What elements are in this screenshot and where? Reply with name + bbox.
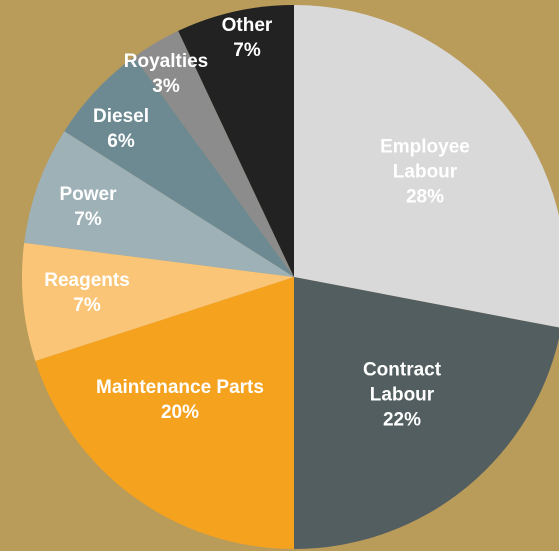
pie-slice — [134, 30, 294, 278]
pie-slice — [178, 4, 294, 277]
pie-slice — [294, 5, 559, 328]
category-label: Contract Labour — [362, 359, 442, 406]
category-label: Reagents — [44, 270, 130, 291]
slice-label: Power 7% — [38, 182, 138, 232]
category-label: Royalties — [123, 51, 209, 72]
category-label: Employee Labour — [380, 136, 470, 183]
category-label: Diesel — [93, 106, 149, 127]
value-label: 7% — [74, 209, 102, 230]
slice-label: Other 7% — [207, 13, 287, 63]
value-label: 7% — [73, 295, 101, 316]
slice-label: Maintenance Parts 20% — [55, 375, 305, 425]
value-label: 20% — [160, 402, 200, 423]
category-label: Power — [59, 184, 117, 205]
pie-slice — [64, 56, 294, 278]
value-label: 7% — [233, 40, 261, 61]
value-label: 3% — [152, 76, 180, 97]
pie-slice — [35, 277, 295, 549]
category-label: Maintenance Parts — [96, 377, 264, 398]
value-label: 22% — [382, 409, 422, 431]
pie-slice — [24, 131, 294, 277]
slice-label: Employee Labour 28% — [365, 135, 485, 210]
pie-slice — [21, 242, 294, 362]
slice-label: Royalties 3% — [111, 49, 221, 99]
slice-label: Reagents 7% — [27, 268, 147, 318]
value-label: 28% — [405, 186, 445, 208]
value-label: 6% — [107, 131, 135, 152]
slice-label: Diesel 6% — [76, 104, 166, 154]
pie-slice — [294, 277, 559, 549]
slice-label: Contract Labour 22% — [347, 358, 457, 433]
category-label: Other — [221, 15, 273, 36]
